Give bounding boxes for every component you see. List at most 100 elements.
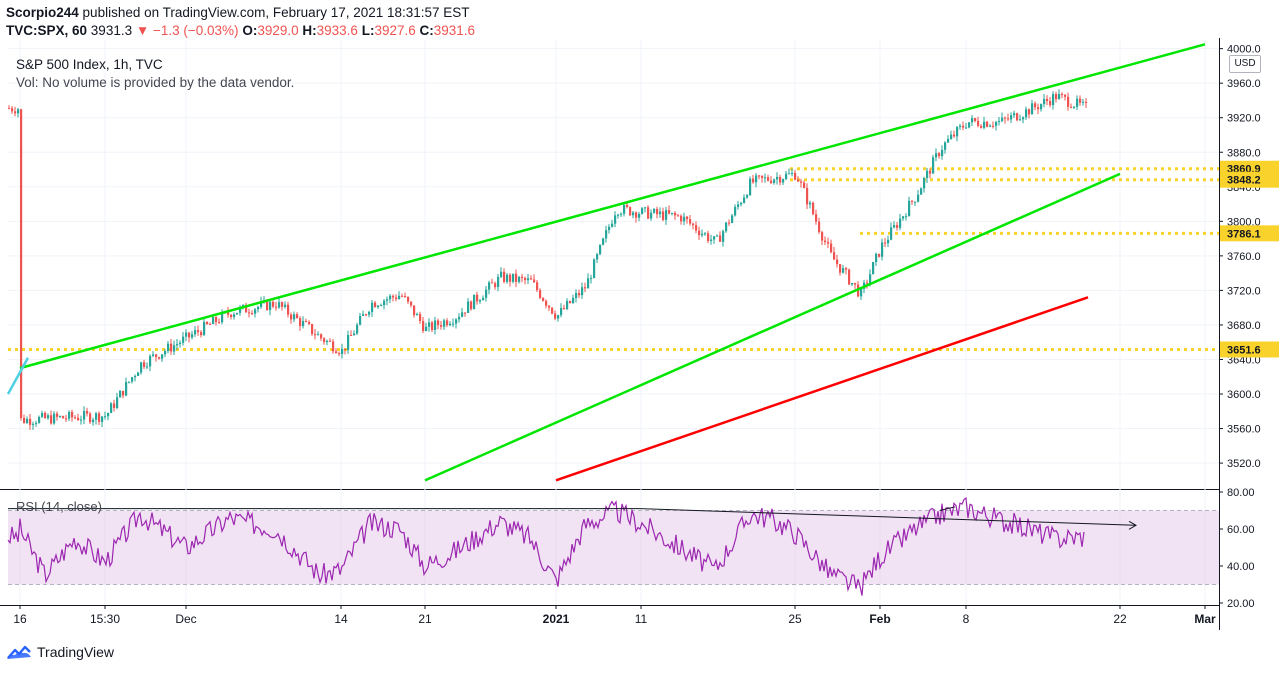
candle-body bbox=[476, 294, 479, 302]
trend-line-green[interactable] bbox=[19, 43, 1206, 370]
candle-body bbox=[929, 170, 932, 174]
candle-body bbox=[68, 411, 71, 419]
candle-body bbox=[386, 299, 389, 301]
candle-body bbox=[464, 312, 467, 314]
candle-body bbox=[356, 324, 359, 334]
candle-body bbox=[260, 301, 263, 307]
candle-body bbox=[122, 390, 125, 396]
candle-body bbox=[107, 413, 110, 417]
candle-body bbox=[176, 344, 179, 346]
candle-body bbox=[269, 301, 272, 311]
candle-body bbox=[221, 312, 224, 323]
candle-body bbox=[923, 178, 926, 189]
candle-body bbox=[80, 419, 83, 421]
candle-body bbox=[536, 282, 539, 291]
low-label: L: bbox=[361, 23, 375, 38]
candle-body bbox=[908, 200, 911, 217]
candle-body bbox=[944, 142, 947, 150]
rsi-tick-label: 80.00 bbox=[1227, 487, 1255, 499]
candle-body bbox=[518, 276, 521, 282]
candle-body bbox=[521, 276, 524, 279]
time-tick-label: 16 bbox=[13, 612, 27, 626]
candle-body bbox=[365, 314, 368, 316]
candle-body bbox=[1001, 117, 1004, 121]
candle-body bbox=[293, 314, 296, 320]
candle-body bbox=[278, 302, 281, 308]
candle-body bbox=[302, 321, 305, 327]
candle-body bbox=[680, 215, 683, 222]
candle-body bbox=[980, 125, 983, 128]
candle-body bbox=[818, 221, 821, 233]
candle-body bbox=[779, 176, 782, 183]
candle-body bbox=[557, 315, 560, 319]
candle-body bbox=[371, 302, 374, 312]
candle-body bbox=[647, 207, 650, 219]
candle-body bbox=[314, 334, 317, 336]
price-tick-label: 3960.0 bbox=[1227, 78, 1261, 90]
candle-body bbox=[191, 334, 194, 338]
time-tick-label: Mar bbox=[1194, 612, 1216, 626]
candle-body bbox=[527, 278, 530, 281]
candle-body bbox=[968, 122, 971, 128]
candle-body bbox=[458, 316, 461, 320]
candle-body bbox=[8, 108, 11, 110]
candle-body bbox=[233, 314, 236, 318]
price-level-tag bbox=[1220, 171, 1279, 188]
candle-body bbox=[413, 305, 416, 316]
trend-line-green[interactable] bbox=[424, 172, 1121, 482]
candle-body bbox=[1037, 107, 1040, 110]
candle-body bbox=[92, 419, 95, 423]
candle-body bbox=[611, 223, 614, 227]
candle-body bbox=[140, 362, 143, 373]
candle-body bbox=[380, 305, 383, 307]
price-tick-label: 3680.0 bbox=[1227, 320, 1261, 332]
candle-body bbox=[1031, 103, 1034, 115]
candle-body bbox=[62, 416, 65, 419]
candle-body bbox=[686, 216, 689, 220]
candle-body bbox=[422, 321, 425, 331]
candle-body bbox=[839, 264, 842, 273]
candle-body bbox=[254, 309, 257, 314]
candle-body bbox=[725, 222, 728, 232]
author-name[interactable]: Scorpio244 bbox=[6, 5, 79, 20]
candle-body bbox=[569, 300, 572, 303]
candle-body bbox=[266, 300, 269, 311]
price-tick-label: 3560.0 bbox=[1227, 424, 1261, 436]
candle-body bbox=[512, 273, 515, 282]
candle-body bbox=[809, 202, 812, 205]
candle-body bbox=[515, 273, 518, 282]
candle-body bbox=[827, 242, 830, 244]
price-tick-label: 4000.0 bbox=[1227, 44, 1261, 56]
candle-body bbox=[74, 417, 77, 419]
candle-body bbox=[764, 177, 767, 179]
candle-body bbox=[272, 301, 275, 307]
symbol-label: TVC:SPX, 60 bbox=[6, 23, 88, 38]
candle-body bbox=[143, 362, 146, 367]
candle-body bbox=[782, 179, 785, 183]
candle-body bbox=[581, 287, 584, 296]
candle-body bbox=[440, 325, 443, 327]
trend-line-red[interactable] bbox=[555, 296, 1089, 482]
candle-body bbox=[542, 297, 545, 301]
candle-body bbox=[506, 274, 509, 282]
candle-body bbox=[875, 253, 878, 262]
candle-body bbox=[701, 233, 704, 236]
candle-body bbox=[722, 231, 725, 242]
ohlc-header: TVC:SPX, 60 3931.3 ▼ −1.3 (−0.03%) O:392… bbox=[6, 23, 475, 38]
candle-body bbox=[479, 300, 482, 302]
candle-body bbox=[287, 304, 290, 315]
high-label: H: bbox=[302, 23, 317, 38]
candle-body bbox=[728, 222, 731, 224]
candle-body bbox=[275, 306, 278, 308]
trend-line-cyan[interactable] bbox=[6, 357, 30, 395]
candle-body bbox=[620, 213, 623, 215]
price-tick-label: 3720.0 bbox=[1227, 285, 1261, 297]
currency-label[interactable]: USD bbox=[1229, 55, 1261, 73]
candle-body bbox=[158, 357, 161, 359]
time-tick-label: 8 bbox=[963, 612, 970, 626]
tradingview-logo[interactable]: TradingView bbox=[6, 644, 114, 660]
candle-body bbox=[392, 295, 395, 298]
candle-body bbox=[1052, 94, 1055, 106]
candle-body bbox=[683, 216, 686, 222]
